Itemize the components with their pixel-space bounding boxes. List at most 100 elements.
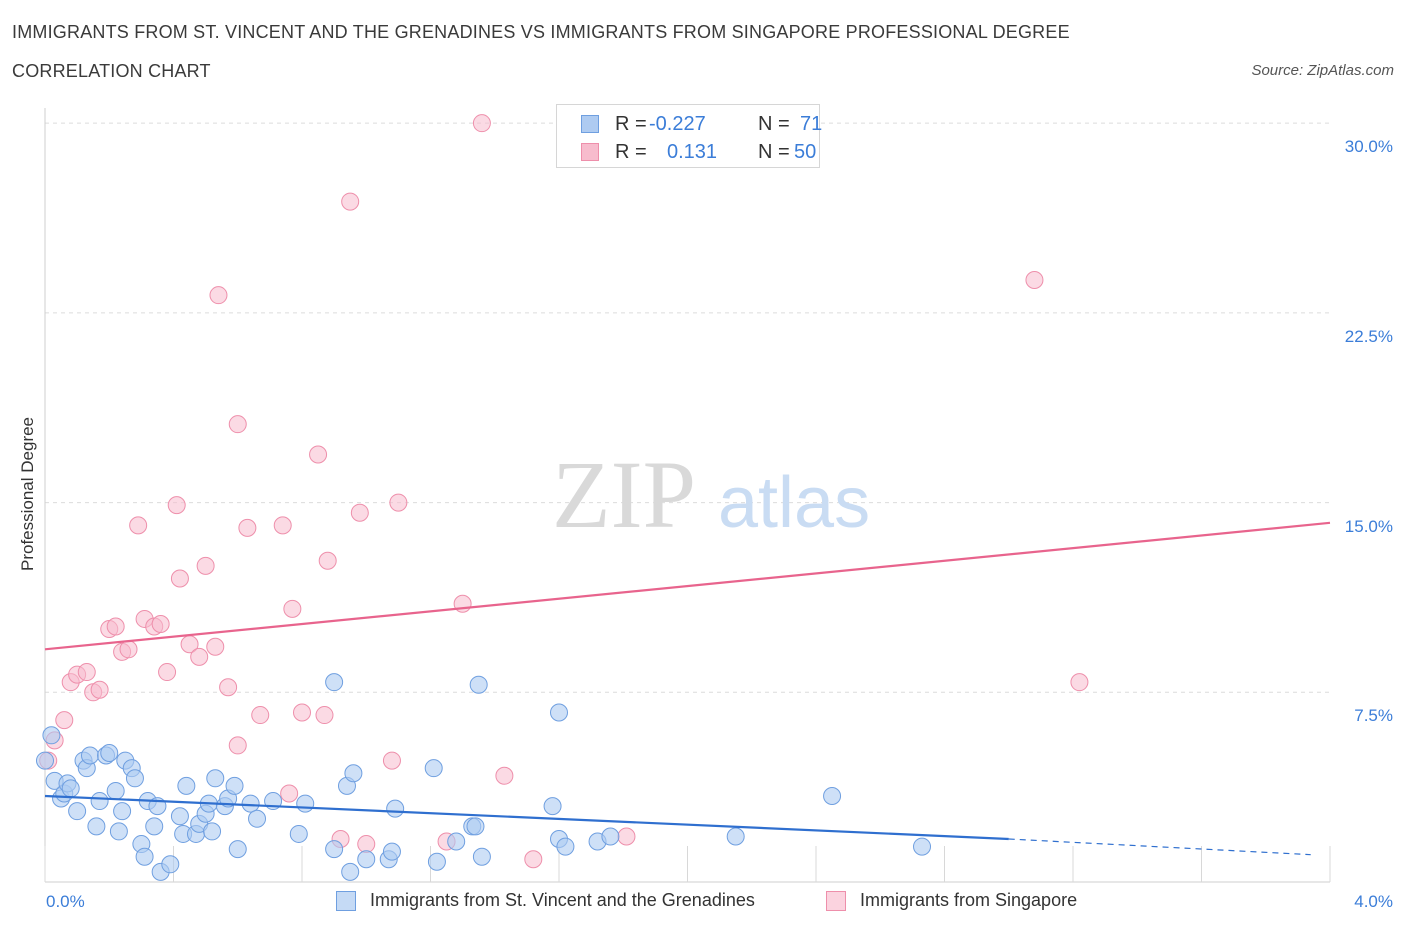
data-point-singapore	[1025, 271, 1044, 289]
y-tick-label: 7.5%	[1354, 706, 1393, 726]
data-point-st-vincent	[550, 703, 568, 722]
data-point-st-vincent	[386, 799, 405, 818]
data-point-singapore	[357, 835, 376, 854]
trend-line-st-vincent-extension	[1008, 838, 1311, 856]
data-point-singapore	[158, 663, 177, 682]
data-point-singapore	[228, 736, 247, 755]
data-point-st-vincent	[913, 837, 932, 856]
chart-title-line1: IMMIGRANTS FROM ST. VINCENT AND THE GREN…	[12, 22, 1070, 42]
data-point-singapore	[119, 640, 138, 659]
data-point-singapore	[350, 503, 369, 522]
legend-n-label: N =	[758, 141, 790, 163]
data-point-singapore	[389, 493, 408, 512]
data-point-st-vincent	[206, 769, 225, 788]
data-point-st-vincent	[125, 769, 144, 788]
legend-r-label: R =	[615, 141, 647, 163]
series-swatch-pink	[826, 891, 846, 911]
data-point-st-vincent	[344, 764, 363, 783]
data-point-st-vincent	[68, 802, 87, 821]
watermark-atlas: atlas	[718, 463, 870, 543]
data-point-st-vincent	[90, 792, 109, 811]
y-tick-label: 22.5%	[1344, 326, 1393, 346]
x-tick-max: 4.0%	[1354, 892, 1393, 911]
legend-r-value: -0.227	[649, 113, 706, 135]
data-point-singapore	[382, 751, 401, 770]
data-point-st-vincent	[823, 787, 842, 805]
data-point-st-vincent	[100, 744, 119, 762]
trend-lines	[44, 521, 1331, 856]
data-point-singapore	[106, 617, 125, 636]
data-point-st-vincent	[472, 847, 491, 866]
data-point-singapore	[273, 516, 292, 535]
data-point-singapore	[190, 647, 209, 666]
y-axis-label: Professional Degree	[18, 416, 37, 572]
y-tick-label: 30.0%	[1344, 137, 1393, 157]
data-point-singapore	[77, 663, 96, 682]
series-legend: Immigrants from St. Vincent and the Gren…	[0, 888, 1406, 918]
data-point-st-vincent	[241, 794, 260, 813]
data-point-st-vincent	[203, 822, 222, 841]
x-tick-min: 0.0%	[46, 892, 85, 911]
data-point-singapore	[170, 569, 189, 588]
data-point-singapore	[315, 706, 334, 725]
data-point-st-vincent	[225, 776, 244, 795]
watermark: ZIP atlas	[552, 441, 870, 548]
data-point-singapore	[341, 192, 360, 211]
data-point-singapore	[90, 680, 109, 699]
series-legend-label: Immigrants from Singapore	[860, 890, 1078, 910]
data-point-st-vincent	[135, 847, 154, 866]
data-point-st-vincent	[296, 794, 315, 813]
data-point-singapore	[209, 286, 228, 305]
data-point-st-vincent	[109, 822, 128, 841]
data-point-singapore	[55, 711, 74, 730]
data-point-st-vincent	[36, 751, 54, 770]
correlation-legend: R = -0.227 N = 71 R = 0.131 N = 50	[556, 104, 823, 168]
data-point-st-vincent	[289, 824, 308, 843]
data-point-singapore	[238, 518, 257, 537]
data-point-st-vincent	[145, 817, 164, 836]
data-point-singapore	[1070, 673, 1089, 692]
legend-r-label: R =	[615, 113, 647, 135]
data-point-st-vincent	[61, 779, 80, 798]
data-point-st-vincent	[170, 807, 189, 826]
data-point-singapore	[219, 678, 238, 697]
data-point-st-vincent	[447, 832, 466, 851]
data-point-st-vincent	[42, 726, 61, 745]
data-point-singapore	[309, 445, 328, 464]
data-point-st-vincent	[177, 776, 196, 795]
data-point-st-vincent	[87, 817, 106, 836]
grid-lines	[45, 122, 1330, 693]
watermark-zip: ZIP	[552, 441, 696, 548]
data-point-st-vincent	[325, 673, 344, 692]
data-point-st-vincent	[228, 840, 247, 859]
data-point-st-vincent	[726, 827, 745, 846]
data-point-singapore	[495, 766, 514, 785]
data-point-st-vincent	[325, 840, 344, 859]
data-point-singapore	[318, 551, 337, 570]
trend-line-st-vincent	[44, 794, 1009, 841]
legend-n-value: 71	[800, 113, 823, 135]
data-point-singapore	[228, 415, 247, 434]
data-point-st-vincent	[466, 817, 485, 836]
trend-line-singapore	[44, 521, 1331, 651]
data-point-st-vincent	[80, 746, 99, 765]
chart-title-line2: CORRELATION CHART	[12, 61, 211, 81]
legend-n-label: N =	[758, 113, 790, 135]
data-point-st-vincent	[556, 837, 575, 856]
data-point-singapore	[280, 784, 299, 803]
data-point-singapore	[151, 615, 170, 633]
data-point-st-vincent	[106, 781, 125, 800]
legend-n-value: 50	[794, 141, 817, 163]
legend-r-value: 0.131	[667, 141, 718, 163]
axes	[44, 108, 1331, 883]
data-point-st-vincent	[382, 842, 401, 861]
data-point-singapore	[129, 516, 148, 535]
data-point-singapore	[472, 114, 491, 133]
series-st-vincent-points	[36, 673, 932, 881]
source-label: Source: ZipAtlas.com	[1251, 62, 1394, 79]
legend-swatch-blue	[581, 115, 599, 133]
data-point-singapore	[524, 850, 543, 869]
series-legend-label: Immigrants from St. Vincent and the Gren…	[370, 890, 755, 910]
data-point-st-vincent	[248, 809, 267, 828]
